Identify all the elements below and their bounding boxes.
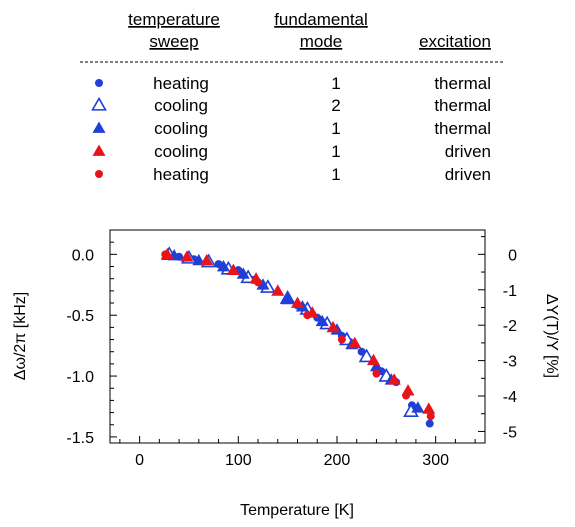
data-point-s3	[291, 296, 304, 308]
data-point-s3	[326, 320, 340, 333]
y-right-tick-label: 0	[508, 247, 517, 264]
y-right-tick-label: -5	[503, 424, 517, 441]
data-point-s2	[256, 278, 270, 290]
x-tick-label: 200	[324, 452, 351, 469]
legend-mode-4: 1	[331, 165, 340, 184]
data-point-s4	[337, 335, 346, 344]
y-left-tick-label: -1.0	[66, 369, 94, 386]
legend-marker-4	[95, 170, 103, 178]
y-axis-label-left: Δω/2π [kHz]	[12, 292, 29, 380]
legend-row-3: cooling 1 driven	[154, 142, 491, 161]
legend-sweep-3: cooling	[154, 142, 208, 161]
y-left-tick-label: 0.0	[72, 247, 94, 264]
x-tick-label: 0	[135, 452, 144, 469]
header-mode-line2: mode	[300, 32, 343, 51]
legend-row-0: heating 1 thermal	[153, 74, 491, 93]
y-axis-label-right: ΔY(T)/Y [%]	[543, 294, 560, 378]
y-left-tick-label: -0.5	[66, 308, 94, 325]
data-points	[160, 246, 436, 428]
legend-row-1: cooling 2 thermal	[154, 96, 491, 115]
legend-excitation-0: thermal	[434, 74, 491, 93]
y-right-tick-label: -4	[503, 389, 517, 406]
legend-markers	[91, 79, 107, 178]
legend-excitation-2: thermal	[434, 119, 491, 138]
legend-excitation-4: driven	[445, 165, 491, 184]
legend-mode-0: 1	[331, 74, 340, 93]
x-tick-label: 100	[225, 452, 252, 469]
data-point-s3	[422, 402, 436, 414]
y-right-tick-label: -2	[503, 318, 517, 335]
y-right-tick-label: -1	[503, 283, 517, 300]
legend-sweep-1: cooling	[154, 96, 208, 115]
header-excitation: excitation	[419, 32, 491, 51]
legend-sweep-4: heating	[153, 165, 209, 184]
legend-row-4: heating 1 driven	[153, 165, 491, 184]
data-point-s4	[402, 391, 411, 400]
data-point-s2	[369, 359, 383, 372]
data-point-s3	[366, 353, 380, 366]
data-point-s4	[426, 412, 435, 421]
axes: 0 100 200 300 0.0 -0.5 -1.0 -1.5 0 -1 -2 -3 -4 -5	[66, 236, 517, 469]
data-point-s2	[236, 267, 250, 279]
data-point-s4	[254, 278, 263, 287]
legend-marker-2	[92, 121, 106, 133]
data-point-s2	[216, 260, 230, 272]
data-point-s4	[161, 250, 170, 259]
legend-excitation-3: driven	[445, 142, 491, 161]
data-point-s1	[358, 348, 375, 363]
legend-marker-1	[91, 96, 107, 111]
data-point-s4	[303, 311, 312, 320]
data-point-s2	[281, 292, 295, 305]
x-axis-label: Temperature [K]	[240, 502, 354, 519]
legend-excitation-1: thermal	[434, 96, 491, 115]
legend-mode-2: 1	[331, 119, 340, 138]
data-point-s3	[271, 284, 285, 296]
data-point-s0	[425, 419, 434, 428]
header-sweep-line2: sweep	[149, 32, 198, 51]
y-right-tick-label: -3	[503, 354, 517, 371]
data-point-s4	[372, 369, 381, 378]
data-point-s3	[226, 263, 240, 276]
legend-sweep-0: heating	[153, 74, 209, 93]
legend-row-2: cooling 1 thermal	[154, 119, 491, 138]
data-point-s3	[180, 250, 194, 262]
header-sweep-line1: temperature	[128, 10, 220, 29]
header-mode-line1: fundamental	[274, 10, 368, 29]
legend-marker-3	[92, 144, 106, 156]
legend-sweep-2: cooling	[154, 119, 208, 138]
data-point-s3	[387, 373, 401, 385]
data-point-s3	[348, 336, 362, 349]
data-point-s2	[411, 401, 425, 413]
y-left-tick-label: -1.5	[66, 430, 94, 447]
data-point-s2	[315, 314, 329, 327]
data-point-s3	[200, 253, 214, 266]
legend-mode-3: 1	[331, 142, 340, 161]
legend-mode-1: 2	[331, 96, 340, 115]
legend-marker-0	[95, 79, 103, 87]
x-tick-label: 300	[422, 452, 449, 469]
